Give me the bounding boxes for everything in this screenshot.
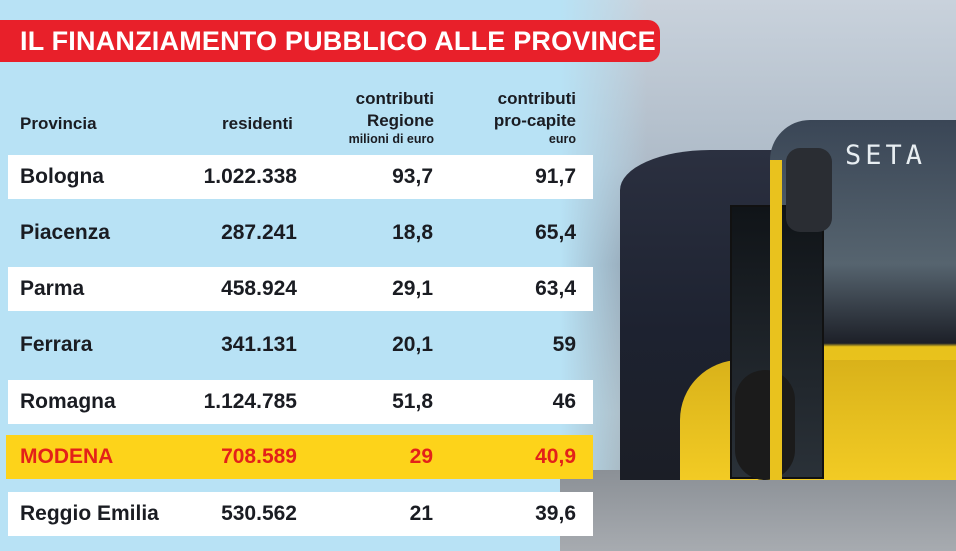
bus-wheel — [735, 370, 795, 480]
table-row-romagna: Romagna 1.124.785 51,8 46 — [8, 380, 593, 424]
chart-title: IL FINANZIAMENTO PUBBLICO ALLE PROVINCE — [0, 20, 660, 62]
table-row-piacenza: Piacenza 287.241 18,8 65,4 — [8, 211, 593, 255]
cell-residenti: 341.131 — [221, 333, 297, 356]
bus-mirror — [786, 148, 832, 232]
table-row-bologna: Bologna 1.022.338 93,7 91,7 — [8, 155, 593, 199]
cell-residenti: 287.241 — [221, 221, 297, 244]
table-row-reggio-emilia: Reggio Emilia 530.562 21 39,6 — [8, 492, 593, 536]
cell-contributi-regione: 18,8 — [392, 221, 433, 244]
header-contributi-regione-line2: Regione — [366, 111, 434, 130]
cell-provincia: Parma — [20, 277, 85, 300]
table-row-parma: Parma 458.924 29,1 63,4 — [8, 267, 593, 311]
cell-provincia: Bologna — [20, 165, 104, 188]
header-procapite-line1: contributi — [497, 89, 576, 108]
cell-provincia: Piacenza — [20, 221, 110, 244]
cell-residenti: 1.124.785 — [203, 390, 297, 413]
bus-pillar — [770, 160, 782, 480]
cell-contributi-regione: 21 — [409, 502, 433, 525]
cell-contributi-regione: 20,1 — [392, 333, 433, 356]
cell-residenti: 530.562 — [221, 502, 297, 525]
header-procapite-line2: pro-capite — [493, 111, 576, 130]
header-contributi-regione-unit: milioni di euro — [348, 132, 434, 146]
cell-procapite: 39,6 — [535, 502, 576, 525]
cell-contributi-regione: 29,1 — [392, 277, 433, 300]
cell-residenti: 1.022.338 — [203, 165, 297, 188]
cell-contributi-regione: 93,7 — [392, 165, 433, 188]
cell-residenti: 458.924 — [221, 277, 297, 300]
header-provincia: Provincia — [20, 114, 97, 133]
cell-procapite: 59 — [552, 333, 576, 356]
cell-procapite: 63,4 — [535, 277, 576, 300]
header-contributi-regione: contributi Regione milioni di euro — [349, 88, 434, 146]
bus-destination-sign: SETA — [845, 140, 927, 171]
cell-provincia: MODENA — [20, 445, 114, 468]
cell-procapite: 91,7 — [535, 165, 576, 188]
cell-contributi-regione: 51,8 — [392, 390, 433, 413]
header-contributi-regione-line1: contributi — [355, 89, 434, 108]
cell-contributi-regione: 29 — [409, 445, 433, 468]
road — [560, 470, 956, 551]
table-row-ferrara: Ferrara 341.131 20,1 59 — [8, 323, 593, 367]
cell-residenti: 708.589 — [221, 445, 297, 468]
header-contributi-procapite: contributi pro-capite euro — [494, 88, 576, 146]
header-residenti: residenti — [222, 114, 293, 133]
cell-procapite: 65,4 — [535, 221, 576, 244]
cell-provincia: Reggio Emilia — [20, 502, 159, 525]
cell-provincia: Romagna — [20, 390, 116, 413]
table-row-modena-highlight: MODENA 708.589 29 40,9 — [6, 435, 593, 479]
cell-provincia: Ferrara — [20, 333, 93, 356]
cell-procapite: 40,9 — [535, 445, 576, 468]
bus-photo: SETA — [560, 0, 956, 551]
header-procapite-unit: euro — [548, 132, 576, 146]
cell-procapite: 46 — [552, 390, 576, 413]
